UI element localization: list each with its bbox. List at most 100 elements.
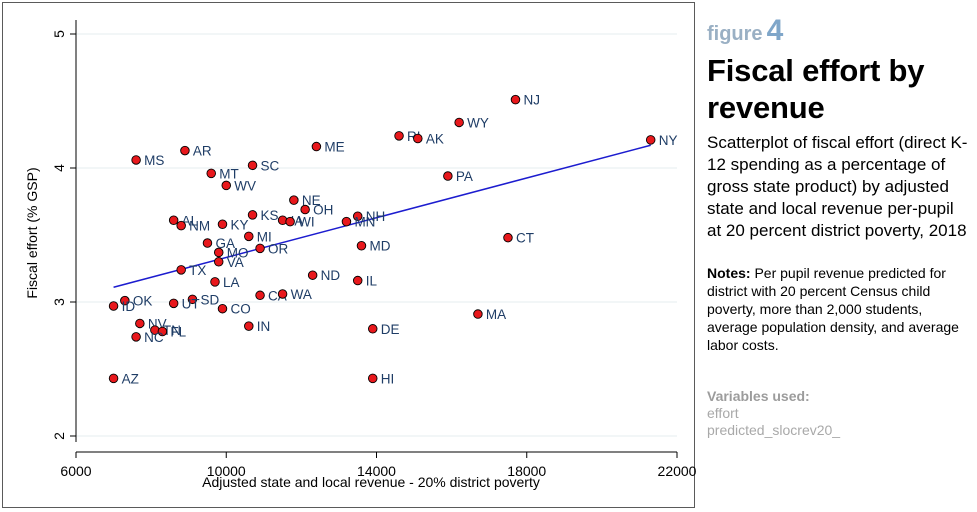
point-label: MN (354, 215, 375, 230)
data-point (244, 231, 254, 242)
data-point (503, 232, 513, 243)
data-point (135, 318, 145, 329)
x-tick-label: 6000 (60, 463, 91, 479)
figure-number: 4 (766, 14, 784, 47)
x-tick-label: 22000 (658, 463, 696, 479)
point-label: FL (170, 324, 186, 339)
point-label: NM (189, 219, 210, 234)
point-label: MD (369, 239, 390, 254)
data-point (120, 295, 130, 306)
y-axis-title: Fiscal effort (% GSP) (24, 167, 40, 298)
point-label: WI (298, 215, 315, 230)
point-label: IN (257, 319, 271, 334)
point-label: NJ (523, 93, 540, 108)
data-point (367, 324, 378, 334)
fit-line-layer (113, 144, 651, 288)
data-point (157, 326, 168, 337)
figure-title: Fiscal effort by revenue (707, 53, 925, 125)
data-point (187, 294, 198, 305)
point-label: WY (467, 115, 489, 130)
data-point (221, 180, 231, 191)
data-point (213, 257, 224, 267)
point-label: ND (321, 268, 341, 283)
figure-label: figure 4 (707, 14, 969, 48)
data-point (289, 195, 299, 205)
axes: 2 3 4 5 6000 10000 14000 18000 22000 (51, 20, 696, 479)
x-tick-label: 18000 (507, 463, 546, 479)
data-point (168, 298, 179, 309)
x-tick-label: 14000 (357, 463, 396, 479)
point-label: HI (381, 371, 395, 386)
data-point (206, 168, 216, 179)
point-label: AZ (122, 371, 139, 386)
point-label: MT (219, 166, 239, 181)
variables-used: Variables used: effort predicted_slocrev… (707, 388, 969, 439)
data-points: NJWYRIAKNYMEARMSSCMTPAWVNEOHKSNHALIAWIMN… (108, 93, 678, 386)
data-point (210, 277, 220, 287)
data-point (367, 373, 378, 384)
notes-label: Notes: (707, 265, 751, 281)
data-point (394, 131, 404, 141)
point-label: OR (268, 241, 289, 256)
data-point (255, 290, 265, 301)
data-point (108, 373, 119, 384)
data-point (510, 94, 521, 105)
data-point (454, 117, 464, 128)
data-point (341, 216, 352, 227)
point-label: AK (426, 132, 444, 147)
variable-item: effort (707, 405, 739, 421)
data-point (217, 219, 228, 230)
data-point (352, 211, 363, 221)
fit-line (113, 144, 651, 288)
point-label: SC (261, 158, 280, 173)
point-label: MO (227, 245, 249, 260)
point-label: CT (516, 231, 534, 246)
point-label: MS (144, 153, 164, 168)
point-label: LA (223, 275, 240, 290)
data-point (180, 145, 190, 156)
point-label: VA (227, 255, 244, 270)
figure-sidebar: figure 4 Fiscal effort by revenue Scatter… (707, 14, 969, 439)
data-point (131, 332, 141, 342)
point-label: NH (366, 209, 386, 224)
x-tick-label: 10000 (207, 463, 246, 479)
data-point (176, 220, 186, 231)
data-point (285, 216, 295, 227)
data-point (300, 204, 310, 215)
y-tick-label: 3 (51, 298, 67, 306)
data-point (311, 141, 322, 152)
point-label: UT (182, 296, 200, 311)
data-point (356, 240, 367, 251)
point-label: SD (200, 292, 219, 307)
figure-description: Scatterplot of fiscal effort (direct K-1… (707, 133, 968, 240)
data-point (217, 303, 228, 314)
point-label: NC (144, 330, 164, 345)
point-label: KS (261, 208, 279, 223)
point-label: MI (257, 229, 272, 244)
data-point (307, 270, 318, 280)
y-tick-label: 2 (51, 432, 67, 440)
variables-label: Variables used: (707, 388, 810, 404)
point-label: ME (324, 140, 344, 155)
point-label: NY (659, 133, 678, 148)
point-label: GA (215, 236, 235, 251)
point-label: OK (133, 294, 153, 309)
data-point (247, 160, 258, 171)
y-tick-label: 4 (51, 164, 67, 172)
data-point (645, 135, 656, 145)
point-label: AR (193, 144, 212, 159)
point-label: KY (230, 217, 248, 232)
data-point (247, 210, 258, 220)
point-label: TX (189, 263, 206, 278)
data-point (202, 238, 213, 248)
y-tick-label: 5 (51, 30, 67, 38)
point-label: DE (381, 322, 400, 337)
point-label: ID (122, 299, 136, 314)
data-point (176, 265, 186, 275)
notes-text: Per pupil revenue predicted for district… (707, 265, 959, 353)
data-point (255, 243, 265, 254)
point-label: NE (302, 193, 321, 208)
data-point (213, 247, 224, 258)
